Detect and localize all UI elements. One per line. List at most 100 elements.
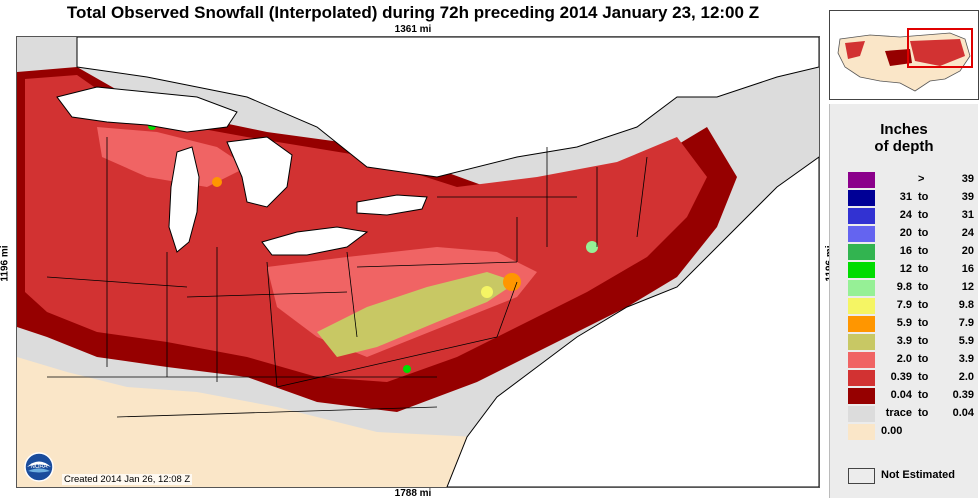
legend-row: 0.04 to 0.39 [848,388,974,404]
yellow-spot [481,286,493,298]
legend-swatch [848,370,875,386]
legend-high: 2.0 [958,371,974,383]
legend-low: 12 [899,263,912,275]
legend-swatch [848,262,875,278]
snowfall-map[interactable] [16,36,820,488]
legend-to: to [918,245,929,257]
locator-inset-map[interactable] [829,10,979,100]
legend-swatch [848,226,875,242]
legend-swatch [848,406,875,422]
legend-low: 7.9 [896,299,912,311]
legend-to: to [918,209,929,221]
legend-swatch [848,352,875,368]
orange-spot [212,177,222,187]
legend-swatch-zero [848,424,875,440]
legend-low: trace [885,407,912,419]
atlantic-ocean [446,156,819,487]
yellow-green-band [317,272,517,357]
legend-to: to [918,263,929,275]
created-timestamp: Created 2014 Jan 26, 12:08 Z [62,474,193,485]
legend-row: 5.9 to 7.9 [848,316,974,332]
lake-superior [56,86,238,133]
legend-swatch [848,208,875,224]
lake-michigan [168,146,200,253]
legend-row: 9.8 to 12 [848,280,974,296]
legend-low: 0.39 [890,371,912,383]
left-height-label: 1196 mi [0,245,11,282]
legend-row: 24 to 31 [848,208,974,224]
legend-to: to [918,335,929,347]
legend-low: 9.8 [896,281,912,293]
snowfall-map-svg [17,37,819,487]
inset-view-box [907,28,973,68]
legend-high: 39 [961,173,974,185]
legend-title: Inches of depth [830,121,978,155]
legend-row: 0.39 to 2.0 [848,370,974,386]
legend-to: to [918,407,929,419]
canada-area [76,37,819,178]
bottom-width-label: 1788 mi [394,488,432,499]
legend-to: to [918,191,929,203]
noaa-logo-text: NOAA [30,464,47,470]
legend-high: 31 [961,209,974,221]
legend-row: 7.9 to 9.8 [848,298,974,314]
legend-low: 0.04 [890,389,912,401]
inset-snow-west [845,41,865,59]
green-spot [403,365,411,373]
legend-row: 20 to 24 [848,226,974,242]
legend-to: to [918,317,929,329]
legend-low: 24 [899,209,912,221]
legend-not-estimated-label: Not Estimated [881,469,955,481]
legend-row: 2.0 to 3.9 [848,352,974,368]
legend-to: to [918,281,929,293]
legend-low: 20 [899,227,912,239]
legend-to: to [918,227,929,239]
legend-row: trace to 0.04 [848,406,974,422]
legend-high: 0.04 [952,407,974,419]
legend-to: to [918,353,929,365]
light-green-spot [586,241,598,253]
locator-inset-svg [830,11,978,99]
legend-swatch [848,334,875,350]
orange-spot [503,273,521,291]
legend-row: 12 to 16 [848,262,974,278]
lake-erie [261,226,369,256]
legend-to: > [918,173,925,185]
legend-swatch-not-estimated [848,468,875,484]
legend-swatch [848,244,875,260]
legend-row: 3.9 to 5.9 [848,334,974,350]
legend-high: 16 [961,263,974,275]
legend-low: 31 [899,191,912,203]
legend-swatch [848,388,875,404]
legend-high: 24 [961,227,974,239]
legend-low: 5.9 [896,317,912,329]
legend: Inches of depth > 39 31 to 39 24 to 31 2… [829,104,978,498]
legend-row-zero: 0.00 [848,424,974,440]
legend-high: 7.9 [958,317,974,329]
legend-swatch [848,298,875,314]
legend-not-estimated: Not Estimated [848,468,974,484]
map-title: Total Observed Snowfall (Interpolated) d… [66,3,760,22]
legend-title-line2: of depth [874,138,934,155]
legend-low: 3.9 [896,335,912,347]
lake-ontario [356,194,428,216]
legend-high: 3.9 [958,353,974,365]
legend-row: 31 to 39 [848,190,974,206]
legend-low: 16 [899,245,912,257]
legend-row: 16 to 20 [848,244,974,260]
legend-swatch [848,172,875,188]
legend-to: to [918,371,929,383]
heavier-snow-area-north [97,127,247,187]
legend-high: 39 [961,191,974,203]
legend-swatch [848,190,875,206]
legend-to: to [918,299,929,311]
legend-high: 9.8 [958,299,974,311]
noaa-logo-icon: NOAA [24,452,54,482]
legend-low: 2.0 [896,353,912,365]
legend-title-line1: Inches [880,121,928,138]
legend-high: 5.9 [958,335,974,347]
legend-high: 0.39 [952,389,974,401]
legend-swatch [848,316,875,332]
lake-huron [226,136,293,208]
legend-to: to [918,389,929,401]
